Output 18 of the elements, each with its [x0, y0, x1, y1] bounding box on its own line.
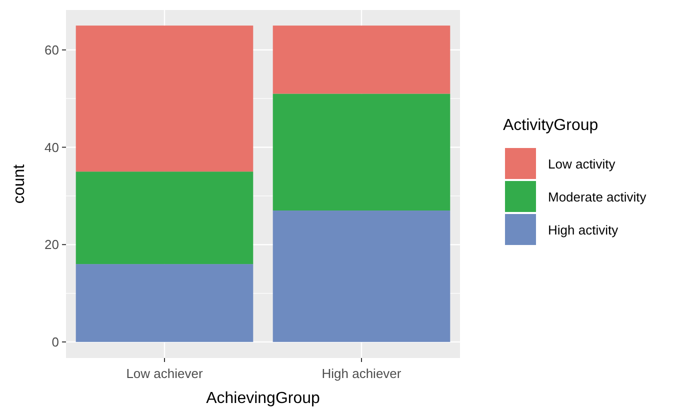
x-axis-title: AchievingGroup	[206, 390, 320, 407]
y-tick-label: 20	[44, 237, 59, 252]
x-tick-label: Low achiever	[126, 366, 204, 381]
legend-title: ActivityGroup	[503, 117, 598, 134]
y-axis-title: count	[11, 164, 28, 204]
bar	[272, 26, 450, 94]
bar	[76, 26, 254, 172]
x-tick-label: High achiever	[322, 366, 402, 381]
legend-label: High activity	[548, 222, 619, 238]
y-tick-label: 40	[44, 140, 59, 155]
bar	[272, 210, 450, 342]
legend-label: Low activity	[548, 156, 616, 172]
bar	[76, 264, 254, 342]
bar	[272, 94, 450, 211]
legend-label: Moderate activity	[548, 190, 647, 205]
y-tick-label: 60	[44, 42, 59, 58]
y-tick-label: 0	[52, 334, 59, 350]
bar	[76, 172, 254, 264]
